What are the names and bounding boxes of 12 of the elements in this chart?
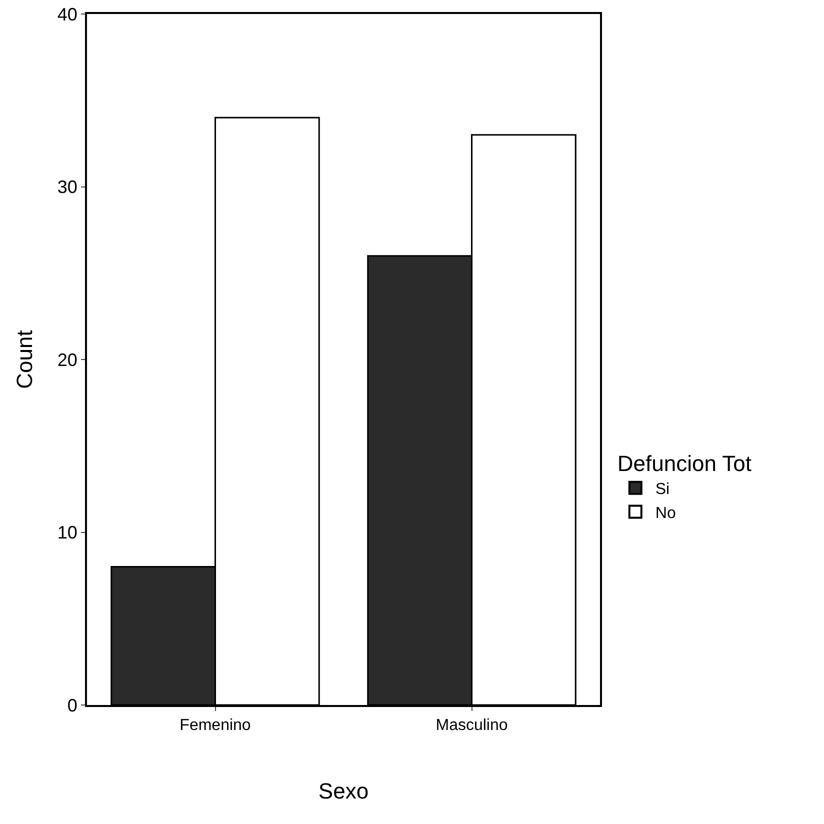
y-axis-title: Count [12, 330, 37, 389]
y-tick-label: 10 [57, 522, 78, 543]
x-tick-label: Masculino [436, 717, 508, 734]
y-tick-label: 0 [67, 695, 78, 716]
legend-label: No [655, 504, 676, 522]
legend-title: Defuncion Tot [617, 451, 752, 476]
legend-label: Si [655, 481, 670, 498]
x-axis-title: Sexo [318, 778, 369, 804]
y-tick-label: 40 [57, 4, 78, 24]
x-tick-label: Femenino [180, 717, 251, 734]
y-tick-label: 20 [57, 350, 78, 370]
y-tick-label: 30 [57, 177, 78, 198]
